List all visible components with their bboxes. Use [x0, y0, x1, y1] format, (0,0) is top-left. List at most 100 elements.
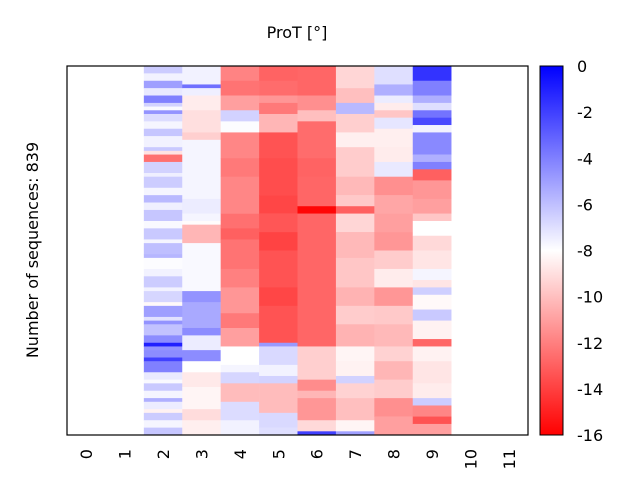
heatmap-cell	[143, 335, 183, 344]
heatmap-cell	[412, 361, 452, 384]
x-tick-label: 5	[269, 449, 288, 459]
heatmap-cell	[374, 147, 414, 163]
heatmap-cell	[335, 431, 375, 436]
heatmap-cell	[412, 339, 452, 347]
heatmap-cell	[143, 128, 183, 137]
heatmap-cell	[220, 346, 260, 366]
heatmap-cell	[143, 346, 183, 351]
heatmap-cell	[220, 383, 260, 403]
heatmap-cell	[182, 66, 221, 85]
heatmap-cell	[259, 195, 298, 214]
heatmap-cell	[143, 150, 183, 155]
heatmap-cell	[335, 383, 375, 399]
x-tick-label: 11	[500, 449, 519, 469]
heatmap-cell	[297, 66, 337, 96]
heatmap-cell	[374, 379, 414, 399]
heatmap-cell	[143, 113, 183, 122]
heatmap-cell	[220, 110, 260, 122]
heatmap-cell	[259, 250, 298, 288]
heatmap-cell	[412, 416, 452, 425]
heatmap-cell	[220, 213, 260, 229]
heatmap-cell	[259, 412, 298, 428]
heatmap-cell	[143, 324, 183, 336]
heatmap-cell	[412, 280, 452, 288]
heatmap-cell	[297, 420, 337, 432]
heatmap-cell	[259, 95, 298, 104]
colorbar-tick-label: -10	[577, 288, 603, 307]
heatmap-cell	[143, 66, 183, 74]
heatmap-cell	[412, 383, 452, 399]
heatmap-cell	[143, 390, 183, 399]
heatmap-cell	[412, 95, 452, 104]
heatmap-cell	[335, 420, 375, 432]
heatmap-cell	[412, 117, 452, 126]
heatmap-cell	[297, 121, 337, 159]
heatmap-cell	[374, 287, 414, 307]
heatmap-cell	[374, 66, 414, 85]
heatmap-cell	[143, 195, 183, 203]
heatmap-cell	[182, 220, 221, 225]
heatmap-cell	[335, 132, 375, 148]
heatmap-cell	[297, 176, 337, 207]
heatmap-cell	[374, 305, 414, 325]
heatmap-cell	[220, 268, 260, 288]
heatmap-cell	[259, 232, 298, 251]
heatmap-cell	[143, 121, 183, 130]
heatmap-cell	[143, 187, 183, 196]
colorbar-ticks: 0 -2 -4 -6 -8 -10 -12 -14 -16	[577, 57, 603, 445]
heatmap-cell	[143, 268, 183, 277]
heatmap-cell	[335, 398, 375, 421]
heatmap-cell	[143, 110, 183, 115]
heatmap-cell	[220, 313, 260, 329]
heatmap-cell	[297, 110, 337, 122]
heatmap-cell	[259, 113, 298, 133]
heatmap-cell	[182, 224, 221, 244]
heatmap-cell	[412, 132, 452, 155]
heatmap-cell	[143, 88, 183, 96]
heatmap-cell	[220, 80, 260, 96]
heatmap-cell	[143, 350, 183, 358]
chart-title: ProT [°]	[267, 23, 328, 42]
heatmap-cell	[412, 405, 452, 417]
heatmap-cell	[412, 213, 452, 222]
heatmap-cell	[335, 375, 375, 384]
x-tick-label: 9	[423, 449, 442, 459]
heatmap-cell	[182, 327, 221, 336]
heatmap-cell	[412, 102, 452, 111]
heatmap-cell	[143, 401, 183, 410]
heatmap-cell	[412, 154, 452, 163]
heatmap-cell	[143, 154, 183, 163]
heatmap-cell	[374, 232, 414, 251]
heatmap-cell	[297, 95, 337, 111]
heatmap-cell	[374, 398, 414, 417]
heatmap-cell	[220, 158, 260, 177]
heatmap-cell	[182, 88, 221, 96]
heatmap-cell	[335, 147, 375, 177]
heatmap-cell	[335, 305, 375, 325]
colorbar-tick-label: -2	[577, 103, 593, 122]
heatmap-cell	[335, 113, 375, 133]
colorbar-tick-label: -16	[577, 426, 603, 445]
heatmap-cell	[220, 239, 260, 270]
plot-frame	[66, 65, 529, 436]
heatmap-cell	[143, 316, 183, 321]
heatmap-cell	[143, 173, 183, 177]
heatmap-cell	[259, 102, 298, 115]
heatmap-cell	[374, 110, 414, 118]
heatmap-cell	[297, 213, 337, 251]
heatmap-cell	[143, 302, 183, 307]
colorbar	[539, 65, 564, 436]
heatmap-cell	[143, 287, 183, 292]
heatmap-cell	[182, 198, 221, 214]
heatmap-cell	[182, 132, 221, 141]
colorbar-tick-label: -4	[577, 149, 593, 168]
heatmap-cell	[374, 117, 414, 130]
heatmap-cell	[220, 364, 260, 373]
heatmap-cell	[182, 139, 221, 200]
heatmap-cell	[143, 209, 183, 222]
heatmap-cell	[335, 346, 375, 362]
heatmap-cell	[220, 420, 260, 436]
heatmap-cell	[374, 346, 414, 362]
y-axis-label: Number of sequences: 839	[23, 142, 42, 358]
heatmap-cell	[374, 268, 414, 288]
